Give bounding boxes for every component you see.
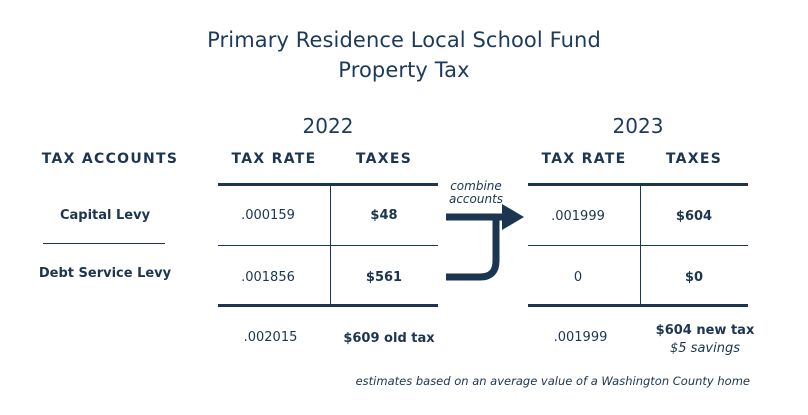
taxes-2022-capital-levy: $48 (370, 208, 398, 223)
table-2022-row-divider (218, 245, 438, 246)
page-subtitle: Property Tax (338, 58, 470, 82)
account-label-capital-levy: Capital Levy (59, 208, 151, 223)
year-2023-heading: 2023 (612, 114, 664, 138)
footnote: estimates based on an average value of a… (355, 374, 750, 388)
rate-2022-debt-service-levy: .001856 (241, 270, 295, 285)
combine-label-line2: accounts (448, 192, 504, 206)
total-taxes-2022: $609 old tax (343, 331, 435, 346)
combine-label-line1: combine (450, 179, 502, 193)
tax-accounts-header: TAX ACCOUNTS (41, 151, 179, 167)
account-divider (43, 243, 165, 244)
year-2022-heading: 2022 (302, 114, 354, 138)
table-2023-column-divider (640, 186, 641, 304)
tax-rate-header-2023: TAX RATE (541, 151, 627, 167)
table-2023-row-divider (528, 245, 748, 246)
table-2022-bottom-border (218, 304, 438, 307)
combine-arrow-icon (446, 204, 524, 281)
rate-2022-capital-levy: .000159 (241, 208, 295, 223)
tax-rate-header-2022: TAX RATE (231, 151, 317, 167)
table-2023-top-border (528, 183, 748, 186)
page-title: Primary Residence Local School Fund (207, 28, 601, 52)
total-rate-2022: .002015 (243, 330, 298, 345)
taxes-2023-capital-levy: $604 (675, 209, 713, 224)
rate-2023-debt-service-levy: 0 (573, 270, 583, 285)
rate-2023-capital-levy: .001999 (551, 209, 605, 224)
combine-accounts-label: combine accounts (443, 180, 509, 206)
taxes-header-2022: TAXES (355, 151, 413, 167)
table-2023-bottom-border (528, 304, 748, 307)
table-2022-column-divider (330, 186, 331, 304)
taxes-2022-debt-service-levy: $561 (365, 270, 403, 285)
total-taxes-2023: $604 new tax (655, 323, 755, 338)
savings-note: $5 savings (670, 341, 740, 356)
account-label-debt-service-levy: Debt Service Levy (38, 266, 172, 281)
taxes-2023-debt-service-levy: $0 (684, 270, 704, 285)
taxes-header-2023: TAXES (665, 151, 723, 167)
total-rate-2023: .001999 (553, 330, 608, 345)
table-2022-top-border (218, 183, 438, 186)
